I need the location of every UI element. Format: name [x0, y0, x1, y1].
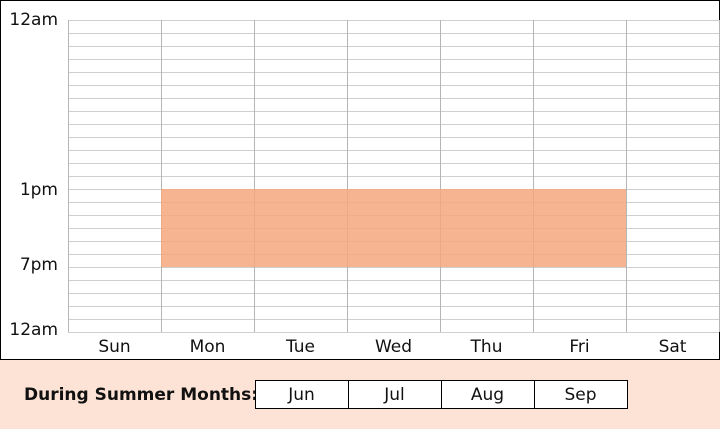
day-label: Mon [190, 337, 226, 357]
month-button[interactable] [441, 380, 535, 409]
day-label: Thu [470, 337, 503, 357]
day-label: Tue [285, 337, 315, 357]
month-button[interactable] [534, 380, 628, 409]
day-label: Wed [375, 337, 412, 357]
month-label[interactable]: Aug [471, 385, 504, 405]
day-label: Sun [98, 337, 130, 357]
month-label[interactable]: Jul [383, 385, 405, 405]
time-label: 12am [9, 10, 58, 30]
month-label[interactable]: Sep [564, 385, 596, 405]
footer-label: During Summer Months: [24, 385, 258, 405]
time-label: 12am [9, 320, 58, 340]
panel [0, 0, 720, 360]
day-label: Fri [569, 337, 589, 357]
time-label: 1pm [20, 180, 58, 200]
month-label[interactable]: Jun [287, 385, 315, 405]
time-label: 7pm [20, 255, 58, 275]
selected-block[interactable] [161, 189, 626, 267]
day-label: Sat [659, 337, 687, 357]
